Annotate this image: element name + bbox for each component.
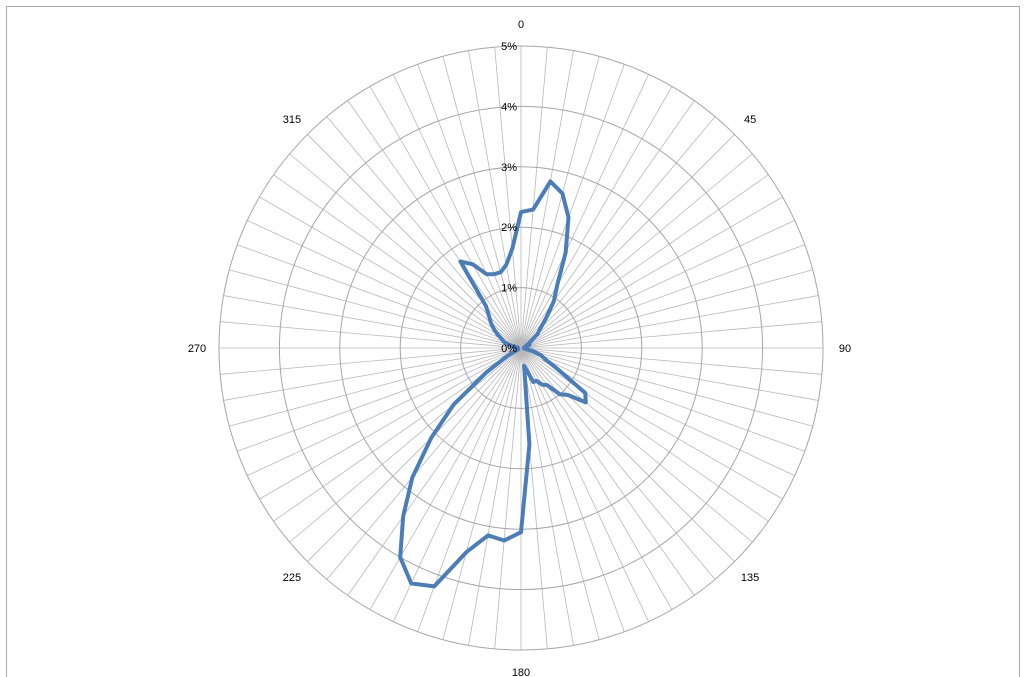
- angle-labels: 0 45 90 135 180 225 270 315: [188, 19, 851, 677]
- spoke-line: [442, 56, 522, 349]
- radial-tick-label: 4%: [501, 101, 517, 113]
- spoke-line: [520, 153, 753, 349]
- grid-spokes: [219, 46, 823, 650]
- spoke-line: [520, 269, 813, 349]
- spoke-line: [520, 86, 673, 349]
- spoke-line: [259, 196, 522, 349]
- spoke-line: [393, 347, 522, 622]
- angle-label: 135: [741, 572, 759, 584]
- spoke-line: [520, 347, 673, 610]
- spoke-line: [494, 47, 522, 349]
- spoke-line: [237, 347, 522, 452]
- spoke-line: [520, 347, 716, 580]
- spoke-line: [307, 347, 522, 562]
- angle-label: 90: [839, 343, 851, 355]
- radial-tick-label: 0%: [501, 343, 517, 355]
- spoke-line: [520, 347, 819, 401]
- spoke-line: [520, 347, 574, 646]
- spoke-line: [520, 347, 625, 632]
- spoke-line: [220, 347, 522, 375]
- spoke-line: [468, 50, 522, 349]
- spoke-line: [229, 269, 522, 349]
- spoke-line: [520, 347, 805, 452]
- spoke-line: [520, 47, 548, 349]
- angle-label: 180: [512, 667, 530, 677]
- spoke-line: [520, 244, 805, 349]
- spoke-line: [520, 220, 795, 349]
- spoke-line: [326, 347, 522, 580]
- grid-ring: [278, 105, 764, 591]
- angle-label: 0: [518, 19, 524, 31]
- spoke-line: [520, 64, 625, 349]
- spoke-line: [273, 174, 522, 349]
- spoke-line: [223, 295, 522, 349]
- spoke-line: [289, 153, 522, 349]
- spoke-line: [520, 347, 769, 522]
- spoke-line: [259, 347, 522, 500]
- spoke-line: [520, 50, 574, 349]
- angle-label: 225: [283, 572, 301, 584]
- spoke-line: [520, 74, 649, 349]
- spoke-line: [520, 321, 822, 349]
- grid-ring: [460, 287, 582, 409]
- spoke-line: [229, 347, 522, 427]
- series-layer: [398, 179, 588, 589]
- series-outline: [398, 179, 588, 589]
- spoke-line: [247, 220, 522, 349]
- spoke-line: [417, 64, 522, 349]
- spoke-line: [468, 347, 522, 646]
- spoke-line: [289, 347, 522, 543]
- angle-label: 315: [283, 114, 301, 126]
- grid-ring: [399, 226, 643, 470]
- spoke-line: [347, 347, 522, 596]
- spoke-line: [247, 347, 522, 476]
- spoke-line: [220, 321, 522, 349]
- spoke-line: [369, 347, 522, 610]
- radial-tick-label: 1%: [501, 283, 517, 295]
- spoke-line: [307, 134, 522, 349]
- spoke-line: [520, 56, 600, 349]
- radial-tick-label: 3%: [501, 162, 517, 174]
- spoke-line: [520, 347, 795, 476]
- radial-tick-labels: 0% 1% 2% 3% 4% 5%: [501, 41, 517, 355]
- spoke-line: [520, 347, 753, 543]
- angle-label: 270: [188, 343, 206, 355]
- spoke-line: [520, 174, 769, 349]
- radial-tick-label: 5%: [501, 41, 517, 53]
- spoke-line: [223, 347, 522, 401]
- spoke-line: [520, 347, 735, 562]
- spoke-line: [520, 347, 600, 640]
- angle-label: 45: [744, 114, 756, 126]
- spoke-line: [442, 347, 522, 640]
- spoke-line: [393, 74, 522, 349]
- spoke-line: [520, 116, 716, 349]
- radial-tick-label: 2%: [501, 222, 517, 234]
- spoke-line: [520, 347, 822, 375]
- spoke-line: [520, 134, 735, 349]
- spoke-line: [520, 347, 649, 622]
- spoke-line: [369, 86, 522, 349]
- spoke-line: [520, 196, 783, 349]
- spoke-line: [520, 347, 813, 427]
- spoke-line: [237, 244, 522, 349]
- spoke-line: [494, 347, 522, 649]
- spoke-line: [347, 100, 522, 349]
- spoke-line: [520, 295, 819, 349]
- grid-ring: [218, 45, 824, 651]
